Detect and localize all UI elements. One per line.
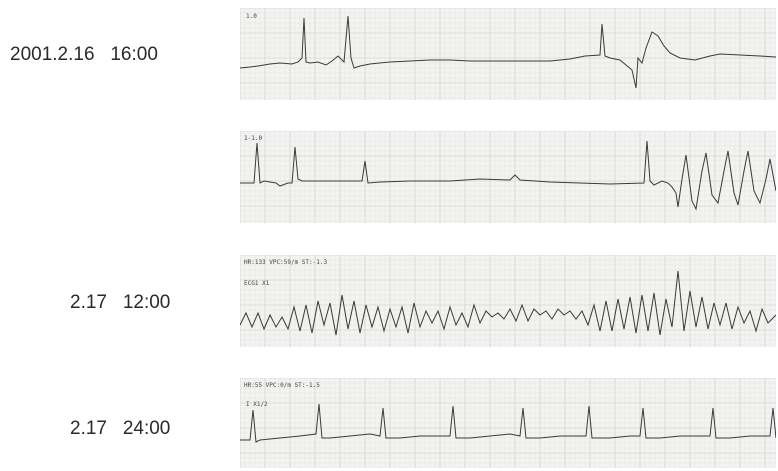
strip-1-header: 1.0 — [246, 13, 257, 20]
ecg-trace-3 — [240, 270, 776, 336]
ecg-trace-1 — [240, 15, 776, 89]
ecg-grid-1 — [240, 8, 776, 100]
strip-3-header-line2: ECG1 X1 — [244, 280, 270, 287]
ecg-trace-4 — [240, 403, 776, 443]
timestamp-label-1: 2001.2.16 16:00 — [10, 44, 158, 65]
ecg-grid-4 — [240, 378, 776, 468]
strip-2-header: 1-1.0 — [244, 135, 262, 142]
ecg-strip-2: 1-1.0 — [240, 131, 776, 223]
timestamp-label-3: 2.17 12:00 — [70, 292, 171, 313]
strip-4-header-line2: I X1/2 — [246, 401, 268, 408]
timestamp-label-4: 2.17 24:00 — [70, 418, 171, 439]
ecg-grid-2 — [240, 131, 776, 223]
ecg-strip-1: 1.0 — [240, 8, 776, 100]
ecg-trace-2 — [240, 140, 776, 211]
strip-4-header-line1: HR:55 VPC:0/m ST:-1.5 — [244, 382, 320, 389]
ecg-grid-3 — [240, 255, 776, 347]
ecg-strip-4: HR:55 VPC:0/m ST:-1.5 I X1/2 — [240, 378, 776, 468]
ecg-strip-3: HR:133 VPC:59/m ST:-1.3 ECG1 X1 — [240, 255, 776, 347]
strip-3-header-line1: HR:133 VPC:59/m ST:-1.3 — [244, 259, 327, 266]
